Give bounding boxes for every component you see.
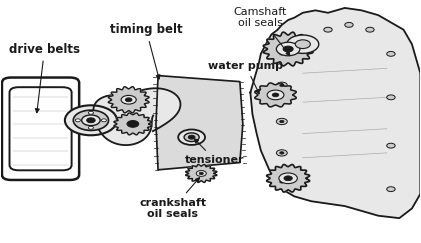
Polygon shape bbox=[186, 165, 217, 182]
Circle shape bbox=[75, 119, 80, 122]
Circle shape bbox=[276, 179, 287, 185]
Circle shape bbox=[267, 90, 284, 100]
Circle shape bbox=[73, 110, 109, 130]
Polygon shape bbox=[250, 8, 420, 218]
Text: tensioner: tensioner bbox=[185, 139, 245, 165]
Circle shape bbox=[280, 120, 284, 123]
Circle shape bbox=[276, 42, 300, 56]
Circle shape bbox=[276, 150, 287, 156]
Circle shape bbox=[127, 121, 139, 127]
Circle shape bbox=[88, 111, 93, 114]
Circle shape bbox=[280, 152, 284, 154]
Polygon shape bbox=[114, 113, 152, 135]
Circle shape bbox=[284, 176, 292, 181]
Circle shape bbox=[345, 22, 353, 27]
Polygon shape bbox=[156, 76, 243, 170]
Polygon shape bbox=[263, 32, 313, 66]
Circle shape bbox=[280, 181, 284, 183]
Circle shape bbox=[280, 84, 284, 87]
Polygon shape bbox=[93, 88, 181, 145]
Circle shape bbox=[178, 130, 205, 145]
Polygon shape bbox=[255, 83, 296, 107]
Circle shape bbox=[276, 82, 287, 88]
Circle shape bbox=[65, 105, 117, 135]
Circle shape bbox=[199, 172, 203, 175]
Circle shape bbox=[387, 187, 395, 191]
Text: crankshaft
oil seals: crankshaft oil seals bbox=[139, 178, 206, 219]
Circle shape bbox=[387, 95, 395, 100]
Circle shape bbox=[101, 119, 107, 122]
Circle shape bbox=[87, 118, 95, 123]
Circle shape bbox=[283, 46, 293, 52]
Circle shape bbox=[276, 51, 287, 57]
Circle shape bbox=[295, 40, 310, 49]
Circle shape bbox=[279, 173, 297, 184]
Circle shape bbox=[366, 27, 374, 32]
Circle shape bbox=[324, 27, 332, 32]
Circle shape bbox=[196, 171, 206, 176]
Polygon shape bbox=[108, 87, 149, 113]
Circle shape bbox=[188, 135, 195, 139]
Circle shape bbox=[387, 52, 395, 56]
Circle shape bbox=[125, 98, 132, 102]
Text: water pump: water pump bbox=[208, 61, 283, 94]
Circle shape bbox=[88, 126, 93, 129]
Circle shape bbox=[287, 35, 319, 53]
Circle shape bbox=[276, 118, 287, 125]
Text: drive belts: drive belts bbox=[9, 43, 80, 113]
Polygon shape bbox=[266, 165, 309, 192]
Circle shape bbox=[82, 115, 100, 126]
Circle shape bbox=[280, 53, 284, 55]
Text: timing belt: timing belt bbox=[110, 23, 182, 79]
Circle shape bbox=[387, 143, 395, 148]
Text: Camshaft
oil seals: Camshaft oil seals bbox=[234, 7, 290, 55]
Circle shape bbox=[184, 133, 199, 142]
Circle shape bbox=[121, 95, 136, 104]
Circle shape bbox=[272, 93, 279, 97]
